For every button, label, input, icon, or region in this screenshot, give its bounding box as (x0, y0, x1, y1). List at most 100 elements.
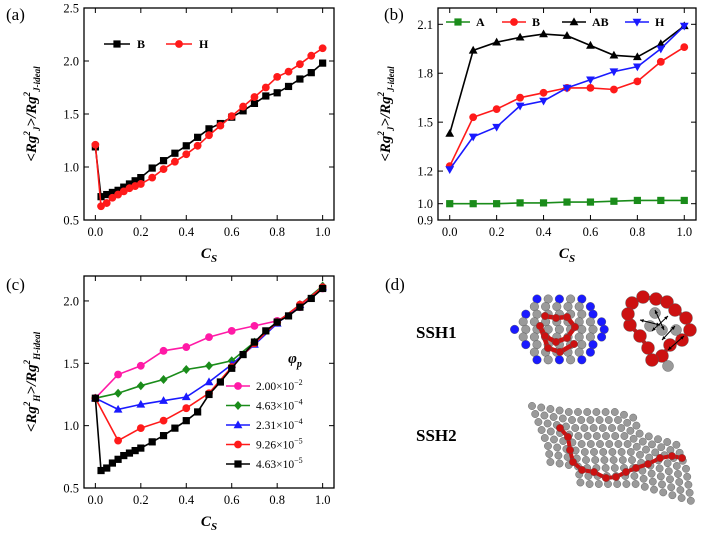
gray-bead (686, 496, 695, 505)
data-point (97, 466, 105, 475)
data-point (120, 451, 128, 460)
data-point (656, 45, 666, 54)
chain-bead (571, 323, 580, 332)
chain-bead (590, 468, 599, 477)
data-point (250, 338, 259, 346)
x-tick-label: 0.6 (224, 493, 240, 507)
legend-label: B (532, 15, 540, 29)
ssh1-label: SSH1 (416, 323, 457, 342)
gray-bead (683, 472, 692, 481)
gray-bead (590, 448, 598, 456)
gray-bead (580, 424, 589, 432)
data-point (114, 436, 122, 445)
gray-bead (574, 408, 582, 416)
gray-bead (614, 416, 622, 424)
y-tick-label: 0.9 (417, 214, 433, 228)
series-line (448, 46, 685, 167)
gray-bead (591, 456, 600, 464)
chain-bead (556, 348, 565, 357)
data-point (562, 31, 572, 39)
data-point (273, 89, 281, 97)
data-point (319, 59, 327, 67)
chain-bead (570, 340, 579, 349)
gray-bead (623, 418, 632, 427)
series-2 (445, 21, 689, 137)
gray-bead (574, 347, 584, 357)
gray-bead (602, 432, 610, 440)
chain-bead (679, 311, 693, 325)
data-point (136, 180, 145, 188)
gray-bead (639, 474, 648, 483)
y-axis-label: <Rg2J>/Rg2J-ideal (22, 66, 42, 162)
gray-bead (608, 424, 616, 432)
gray-bead (675, 478, 684, 486)
chain-bead (656, 454, 665, 463)
blue-bead (597, 317, 607, 327)
blue-bead (585, 347, 595, 357)
x-tick-label: 1.0 (315, 493, 331, 507)
x-tick-label: 0.4 (178, 225, 194, 239)
gray-bead (598, 424, 607, 432)
x-tick-label: 0.0 (442, 225, 458, 239)
data-point (492, 105, 501, 114)
gray-bead (672, 462, 681, 470)
data-point (539, 88, 548, 97)
panel-label: (a) (6, 5, 25, 24)
data-point (284, 82, 293, 91)
gray-bead (534, 418, 543, 426)
data-point (307, 294, 315, 303)
gray-bead (574, 302, 584, 312)
gray-bead (532, 340, 542, 350)
panel-d: (d) SSH1 SSH2 (385, 275, 697, 505)
gray-bead (546, 405, 555, 413)
gray-bead (540, 434, 549, 442)
panel-label: (b) (384, 5, 404, 24)
chain-bead (645, 353, 659, 367)
data-point (205, 125, 213, 133)
chain-bead (632, 464, 641, 473)
gray-bead (531, 410, 540, 418)
chain-bead (636, 290, 650, 304)
gray-bead (677, 494, 686, 502)
data-point (108, 459, 117, 467)
data-point (119, 187, 128, 196)
data-point (586, 198, 595, 206)
series-0 (91, 59, 327, 201)
data-point (515, 32, 525, 41)
gray-bead (640, 482, 649, 491)
data-point (103, 190, 111, 199)
data-point (102, 199, 111, 207)
blue-bead (599, 324, 609, 334)
chain-bead (541, 332, 550, 341)
gray-bead (582, 456, 590, 464)
blue-bead (543, 294, 553, 304)
panel-b: (b) 0.0 0.2 0.4 0.6 0.8 1.0 0.9 1.0 1.2 1.5 1.8 2.1 C… (376, 5, 697, 265)
chain-bead (602, 474, 611, 483)
gray-bead (588, 324, 598, 334)
gray-bead (544, 442, 552, 450)
data-point (205, 333, 213, 342)
data-point (97, 193, 105, 201)
series-0 (446, 196, 688, 208)
gray-bead (682, 464, 690, 473)
x-tick-label: 0.4 (178, 493, 194, 507)
arrow-line (651, 315, 669, 332)
gray-bead (549, 413, 558, 421)
data-point (182, 150, 191, 159)
blue-bead (597, 332, 607, 342)
data-point (296, 60, 304, 69)
data-point (114, 190, 122, 199)
data-point (194, 133, 202, 141)
data-point (656, 57, 665, 66)
gray-bead (620, 410, 628, 419)
x-tick-label: 1.0 (315, 225, 331, 239)
x-tick-label: 0.2 (489, 225, 505, 239)
x-tick-label: 0.2 (133, 493, 149, 507)
x-axis-label: CS (201, 246, 217, 265)
chain-bead (668, 452, 677, 461)
gray-bead (657, 443, 666, 452)
gray-bead (632, 442, 641, 451)
gray-bead (568, 416, 576, 424)
gray-bead (685, 488, 694, 497)
data-point (262, 92, 270, 100)
